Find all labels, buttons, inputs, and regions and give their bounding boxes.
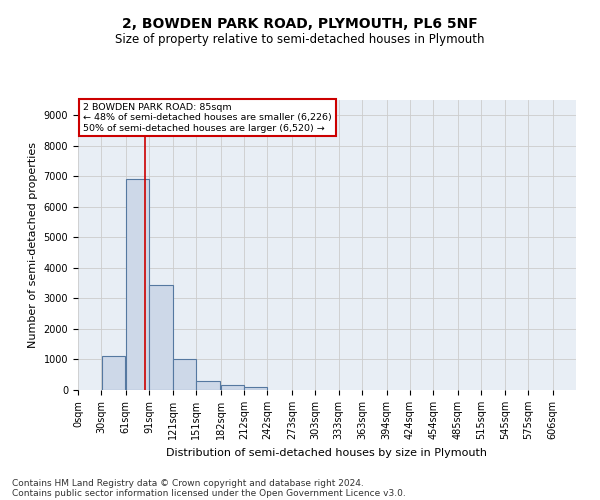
Text: Size of property relative to semi-detached houses in Plymouth: Size of property relative to semi-detach… <box>115 32 485 46</box>
Text: Contains public sector information licensed under the Open Government Licence v3: Contains public sector information licen… <box>12 488 406 498</box>
Bar <box>126 180 149 390</box>
Bar <box>244 387 267 390</box>
Bar <box>173 360 196 390</box>
X-axis label: Distribution of semi-detached houses by size in Plymouth: Distribution of semi-detached houses by … <box>167 448 487 458</box>
Bar <box>196 381 220 390</box>
Text: Contains HM Land Registry data © Crown copyright and database right 2024.: Contains HM Land Registry data © Crown c… <box>12 478 364 488</box>
Bar <box>101 356 125 390</box>
Text: 2, BOWDEN PARK ROAD, PLYMOUTH, PL6 5NF: 2, BOWDEN PARK ROAD, PLYMOUTH, PL6 5NF <box>122 18 478 32</box>
Bar <box>149 284 173 390</box>
Text: 2 BOWDEN PARK ROAD: 85sqm
← 48% of semi-detached houses are smaller (6,226)
50% : 2 BOWDEN PARK ROAD: 85sqm ← 48% of semi-… <box>83 103 332 132</box>
Y-axis label: Number of semi-detached properties: Number of semi-detached properties <box>28 142 38 348</box>
Bar <box>221 386 244 390</box>
